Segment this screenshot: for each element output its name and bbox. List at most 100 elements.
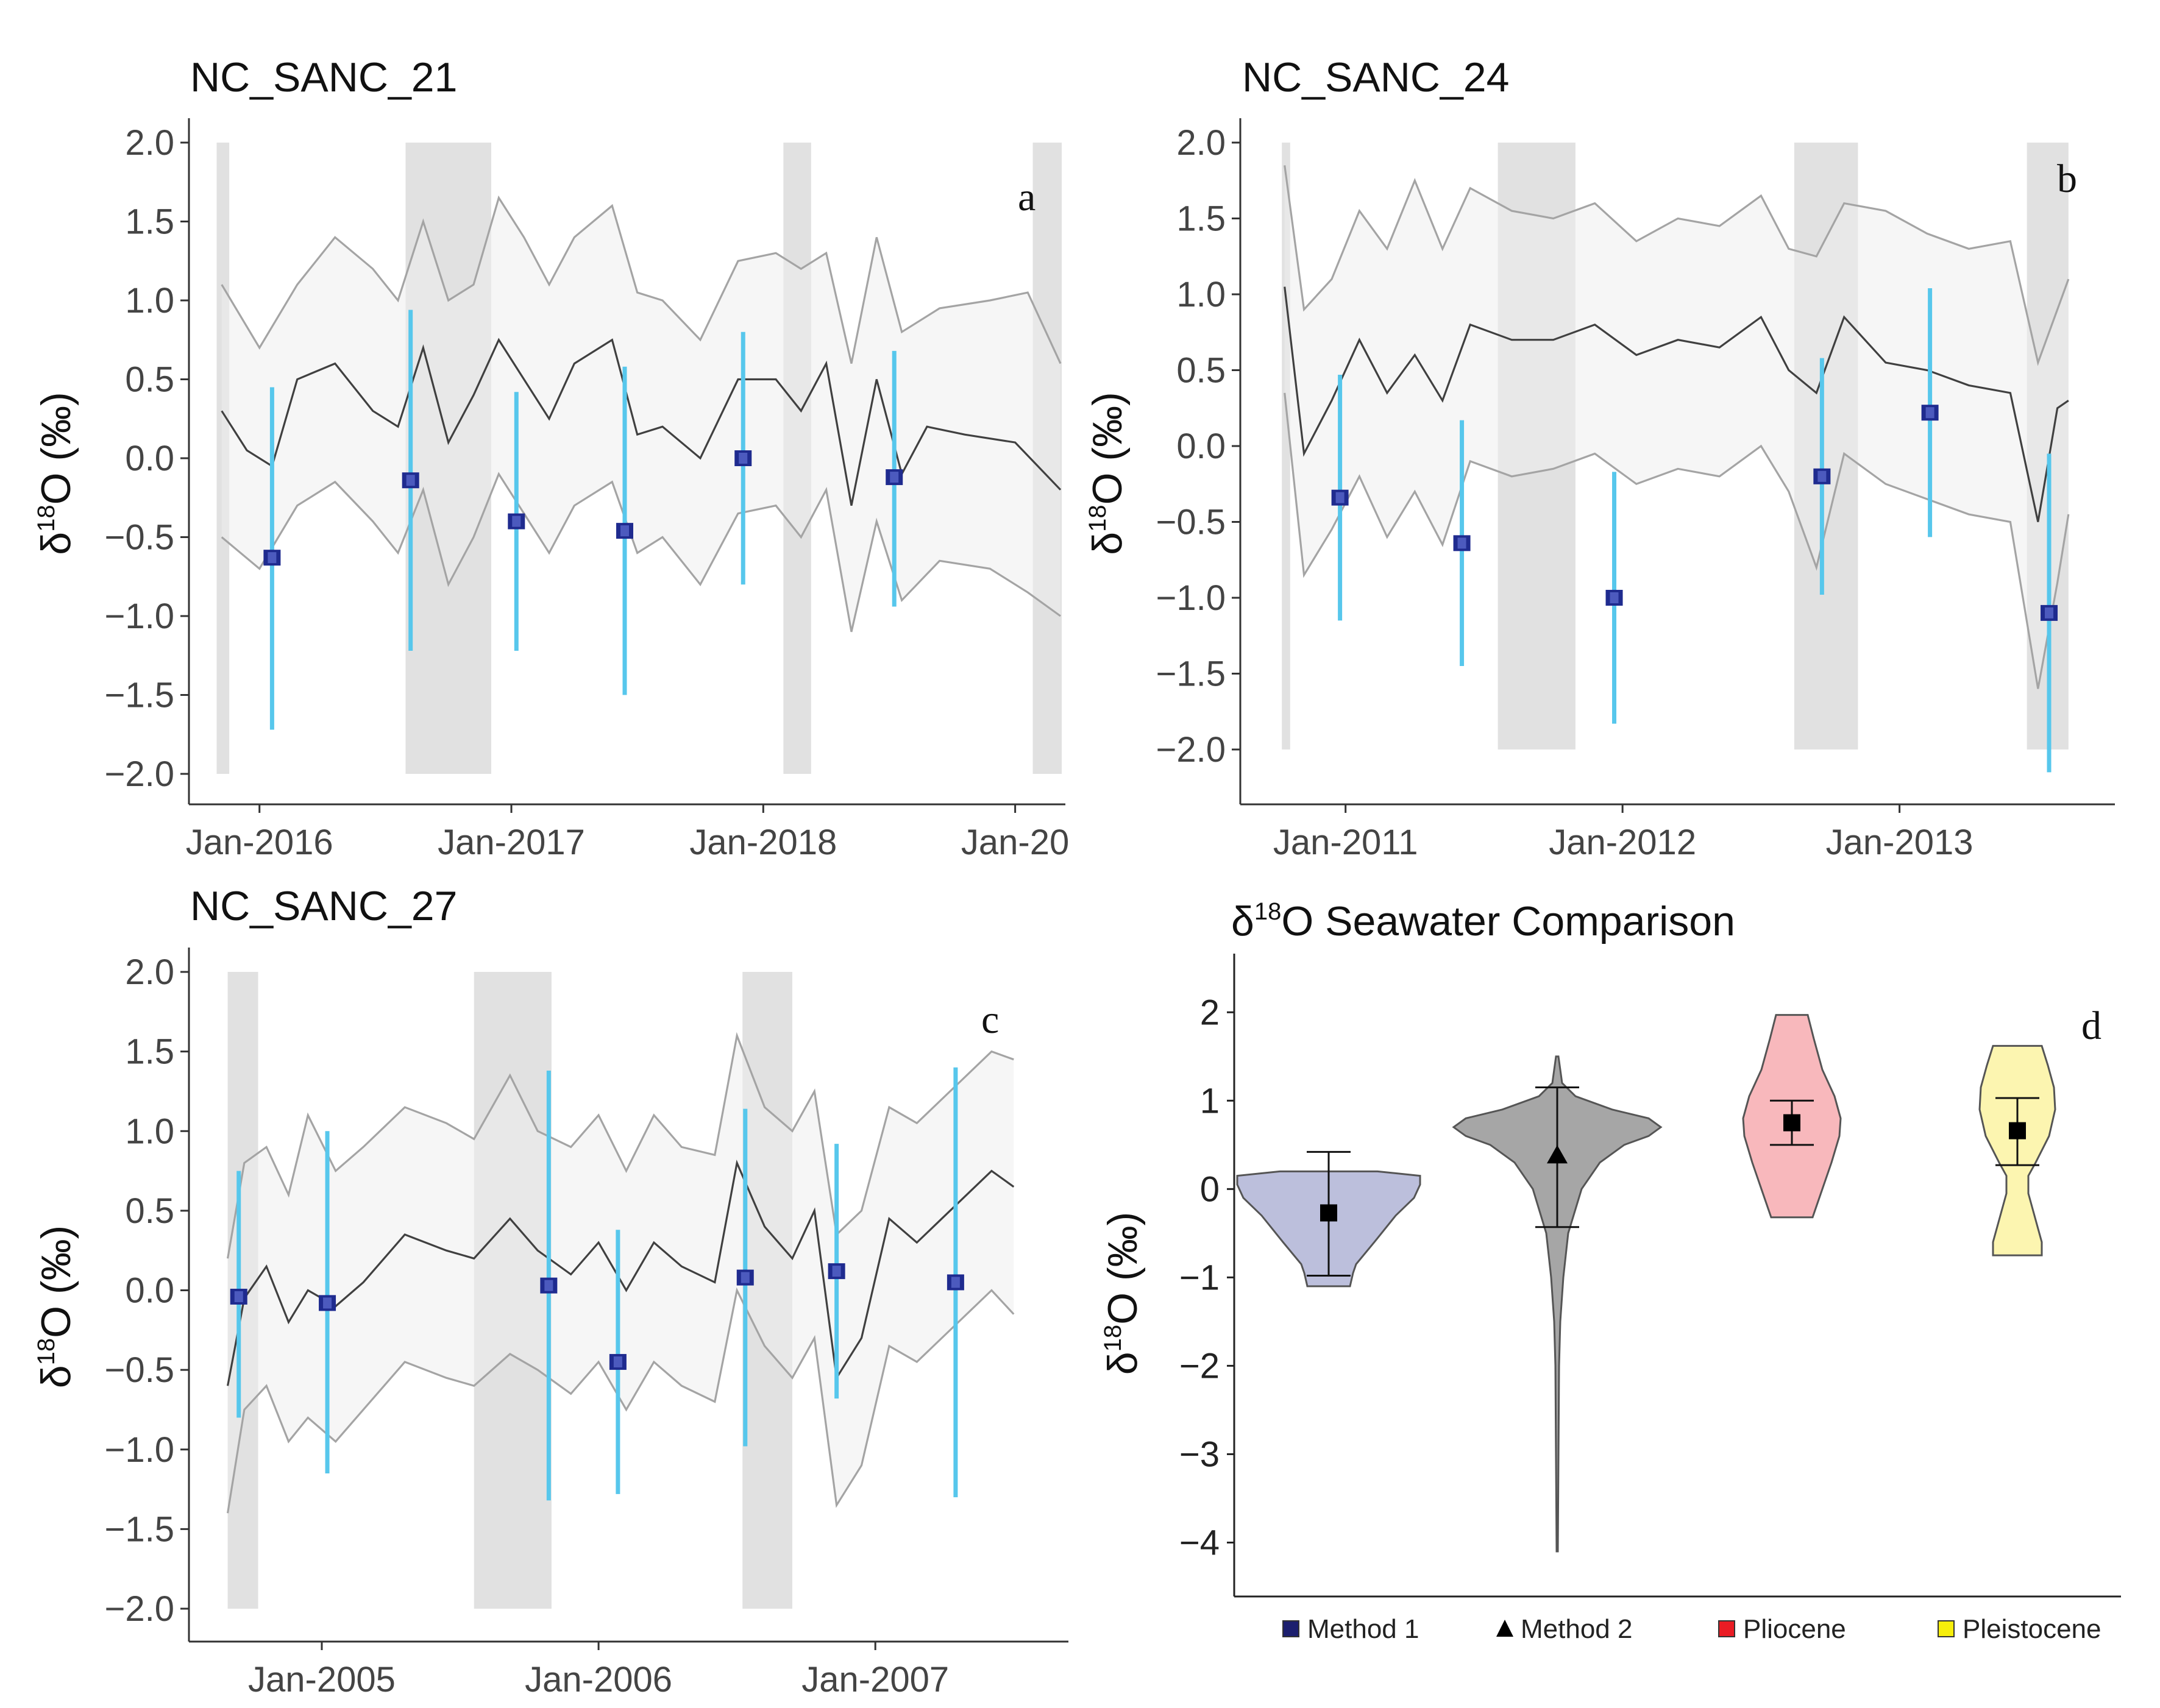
upper-bound-line	[221, 195, 1062, 364]
observation-marker-highlight	[951, 1277, 960, 1288]
y-tick-label: −1.0	[105, 597, 175, 636]
y-tick-label: −1.0	[1156, 578, 1226, 618]
legend-swatch	[1718, 1620, 1735, 1637]
legend-label: Pliocene	[1743, 1614, 1846, 1644]
upper-bound-line	[1284, 165, 2070, 366]
legend-label: Method 2	[1521, 1614, 1632, 1644]
y-tick-label: 1.0	[125, 281, 174, 321]
y-tick-label: −1.5	[105, 1509, 175, 1549]
y-tick-label: 1.5	[1176, 199, 1226, 239]
lower-bound-line	[1284, 392, 2070, 689]
y-tick-label: −1.5	[105, 676, 175, 715]
observation-marker-highlight	[323, 1297, 332, 1309]
observation-marker-highlight	[1925, 407, 1934, 419]
y-tick-label: −2.0	[105, 1589, 175, 1629]
panel-a-title: NC_SANC_21	[190, 54, 457, 101]
observation-marker-highlight	[544, 1280, 553, 1291]
y-axis-label: δ18O (‰)	[33, 392, 79, 555]
y-tick-label: −0.5	[1156, 503, 1226, 542]
violin-mean-marker	[1783, 1114, 1800, 1132]
panel-letter: a	[1018, 175, 1036, 219]
confidence-envelope	[227, 1035, 1014, 1514]
legend-swatch	[1282, 1620, 1299, 1637]
y-axis-label: δ18O (‰)	[1084, 392, 1131, 555]
y-tick-label: −1.0	[105, 1430, 175, 1470]
y-tick-label: 2	[1200, 993, 1220, 1032]
y-tick-label: 1.0	[125, 1111, 174, 1151]
y-axis-label: δ18O (‰)	[1100, 1212, 1146, 1375]
y-tick-label: 2.0	[125, 952, 174, 992]
panel-letter: b	[2057, 157, 2077, 201]
violin-mean-marker	[1547, 1145, 1568, 1164]
y-tick-label: −2	[1179, 1346, 1220, 1386]
mean-line	[1284, 286, 2069, 522]
y-tick-label: 2.0	[125, 123, 174, 163]
x-tick-label: Jan-2005	[248, 1660, 396, 1699]
x-tick-label: Jan-2017	[438, 823, 585, 862]
legend-label: Pleistocene	[1963, 1614, 2101, 1644]
x-tick-label: Jan-2006	[525, 1660, 672, 1699]
y-tick-label: 0.5	[125, 1191, 174, 1231]
observation-marker-highlight	[2045, 607, 2054, 618]
y-tick-label: 0.0	[125, 1271, 174, 1311]
x-tick-label: Jan-2012	[1549, 823, 1696, 862]
legend-swatch	[1938, 1620, 1955, 1637]
panel-d-title: δ18O Seawater Comparison	[1231, 898, 1735, 944]
y-tick-label: −2.0	[105, 754, 175, 794]
panel-letter: c	[981, 998, 999, 1042]
y-tick-label: 0.0	[125, 439, 174, 478]
y-tick-label: 2.0	[1176, 123, 1226, 163]
observation-marker-highlight	[832, 1266, 841, 1277]
y-tick-label: 1	[1200, 1081, 1220, 1121]
y-tick-label: −4	[1179, 1523, 1220, 1562]
panel-c-title: NC_SANC_27	[190, 883, 457, 929]
y-tick-label: −0.5	[105, 518, 175, 558]
mean-line	[221, 338, 1062, 506]
y-tick-label: −0.5	[105, 1350, 175, 1390]
x-tick-label: Jan-2007	[801, 1660, 949, 1699]
observation-marker-highlight	[1457, 537, 1466, 549]
y-tick-label: 0	[1200, 1169, 1220, 1209]
observation-marker-highlight	[1817, 470, 1827, 482]
panel-b: NC_SANC_24 2.0 1.5 1.0 0.5 0.0 −0.5 −1.0 −1.5 −2.…	[1084, 54, 2115, 862]
observation-marker-highlight	[406, 475, 415, 486]
observation-marker-highlight	[620, 525, 629, 537]
observation-marker-highlight	[741, 1272, 750, 1283]
y-tick-label: −1.5	[1156, 654, 1226, 694]
legend-label: Method 1	[1307, 1614, 1419, 1644]
panel-a: NC_SANC_21 2.0 1.5 1.0 0.5 0.0 −0.5 −1.0 −1.5 −2.…	[33, 54, 1069, 862]
observation-marker-highlight	[234, 1291, 243, 1302]
confidence-envelope	[1284, 165, 2069, 689]
y-axis-label: δ18O (‰)	[33, 1225, 79, 1388]
x-tick-label: Jan-2016	[186, 823, 333, 862]
observation-marker-highlight	[1335, 492, 1345, 503]
observation-marker-highlight	[268, 552, 277, 564]
y-tick-label: −1	[1179, 1258, 1220, 1297]
panel-d: δ18O Seawater Comparison 2 1 0 −1 −2 −3 −4 δ18O …	[1100, 898, 2121, 1644]
legend-swatch	[1496, 1620, 1513, 1637]
violin-mean-marker	[1320, 1204, 1337, 1222]
observation-marker-highlight	[512, 516, 521, 527]
y-tick-label: 1.5	[125, 202, 174, 242]
x-tick-label: Jan-2018	[689, 823, 837, 862]
observation-marker-highlight	[890, 472, 899, 483]
observation-marker-highlight	[613, 1356, 622, 1368]
y-tick-label: −3	[1179, 1434, 1220, 1474]
y-tick-label: 1.0	[1176, 275, 1226, 314]
y-tick-label: 1.5	[125, 1032, 174, 1072]
y-tick-label: 0.5	[125, 360, 174, 400]
x-tick-label: Jan-2011	[1273, 823, 1418, 862]
confidence-envelope	[221, 197, 1061, 632]
panel-c: NC_SANC_27 2.0 1.5 1.0 0.5 0.0 −0.5 −1.0 −1.5 −2.…	[33, 883, 1068, 1699]
y-tick-label: −2.0	[1156, 730, 1226, 770]
violin-method-2	[1452, 1055, 1663, 1553]
x-tick-label: Jan-20	[961, 823, 1069, 862]
y-tick-label: 0.5	[1176, 351, 1226, 391]
panel-b-title: NC_SANC_24	[1242, 54, 1509, 101]
x-tick-label: Jan-2013	[1826, 823, 1973, 862]
panel-letter: d	[2081, 1004, 2101, 1048]
violin-mean-marker	[2009, 1122, 2026, 1139]
observation-marker-highlight	[1610, 592, 1619, 603]
observation-marker-highlight	[739, 453, 748, 464]
